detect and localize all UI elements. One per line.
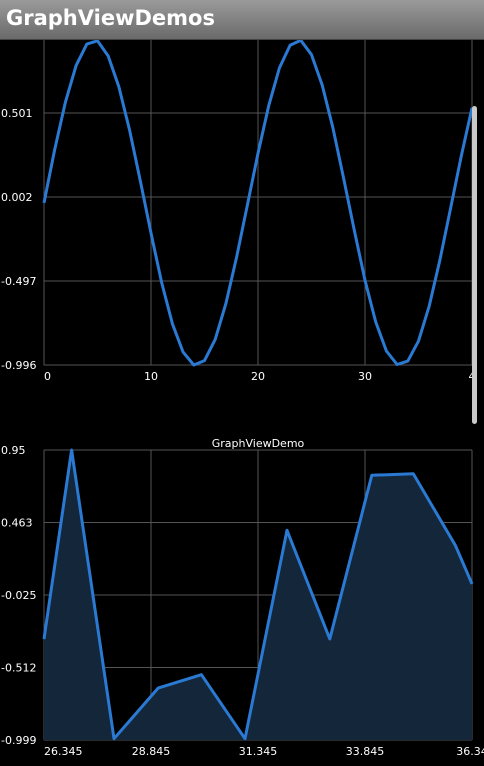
data-point (471, 583, 473, 585)
y-tick-label: -0.999 (1, 734, 36, 747)
data-point (439, 259, 441, 261)
data-point (139, 180, 141, 182)
data-point (450, 207, 452, 209)
x-tick-label: 10 (144, 370, 158, 383)
data-point (107, 55, 109, 57)
y-tick-label: 0.463 (1, 517, 33, 530)
data-point (407, 360, 409, 362)
data-point (118, 86, 120, 88)
y-tick-label: 0.002 (1, 191, 33, 204)
data-point (353, 229, 355, 231)
data-point (385, 350, 387, 352)
data-point (418, 340, 419, 342)
data-point (412, 473, 414, 475)
data-point (157, 687, 159, 689)
chart-title: GraphViewDemo (212, 437, 305, 450)
data-point (204, 360, 205, 362)
data-point (161, 282, 163, 284)
title-bar: GraphViewDemos (0, 0, 484, 40)
x-tick-label: 20 (251, 370, 265, 383)
x-tick-label: 28.845 (132, 745, 171, 758)
data-point (268, 105, 270, 107)
data-point (214, 338, 216, 340)
data-point (300, 40, 302, 41)
data-point (343, 177, 345, 179)
y-tick-label: 0.95 (1, 444, 26, 457)
data-point (150, 232, 152, 234)
app-title: GraphViewDemos (6, 6, 215, 30)
data-point (71, 449, 73, 451)
x-tick-label: 0 (44, 370, 51, 383)
data-point (43, 202, 45, 204)
data-point (129, 129, 131, 131)
data-point (171, 323, 173, 325)
data-point (75, 65, 77, 67)
data-point (200, 674, 202, 676)
data-point (225, 303, 227, 305)
data-point (428, 305, 430, 307)
data-point (332, 127, 334, 129)
y-tick-label: 0.501 (1, 107, 33, 120)
data-point (460, 155, 462, 157)
area-graph[interactable]: GraphViewDemo 26.345 28.845 31.345 33.845 36.… (0, 400, 484, 766)
data-point (193, 364, 195, 366)
scrollbar[interactable] (472, 106, 477, 424)
data-point (113, 738, 115, 740)
data-point (246, 204, 248, 206)
data-point (236, 256, 238, 258)
data-point (64, 101, 66, 103)
data-point (97, 40, 98, 42)
x-tick-label: 30 (358, 370, 372, 383)
y-tick-label: -0.512 (1, 662, 36, 675)
y-tick-label: -0.996 (1, 359, 36, 372)
y-tick-label: -0.497 (1, 275, 36, 288)
x-tick-label: 33.845 (346, 745, 385, 758)
series-area-fill (44, 450, 472, 740)
data-point (86, 43, 88, 45)
data-point (278, 67, 280, 69)
data-point (289, 44, 291, 46)
data-point (375, 321, 377, 323)
y-tick-label: -0.025 (1, 589, 36, 602)
data-point (371, 474, 373, 476)
data-point (54, 149, 56, 151)
data-point (257, 152, 259, 154)
data-point (286, 529, 288, 531)
data-point (311, 54, 312, 56)
data-point (454, 544, 456, 546)
data-point (182, 351, 184, 353)
data-point (321, 84, 323, 86)
series-line (42, 448, 474, 741)
x-tick-label: 36.34 (456, 745, 484, 758)
data-point (244, 738, 246, 740)
x-tick-label: 26.345 (44, 745, 83, 758)
x-tick-label: 31.345 (239, 745, 278, 758)
data-point (364, 279, 366, 281)
data-point (396, 364, 398, 366)
data-point (43, 638, 45, 640)
data-point (329, 638, 331, 640)
